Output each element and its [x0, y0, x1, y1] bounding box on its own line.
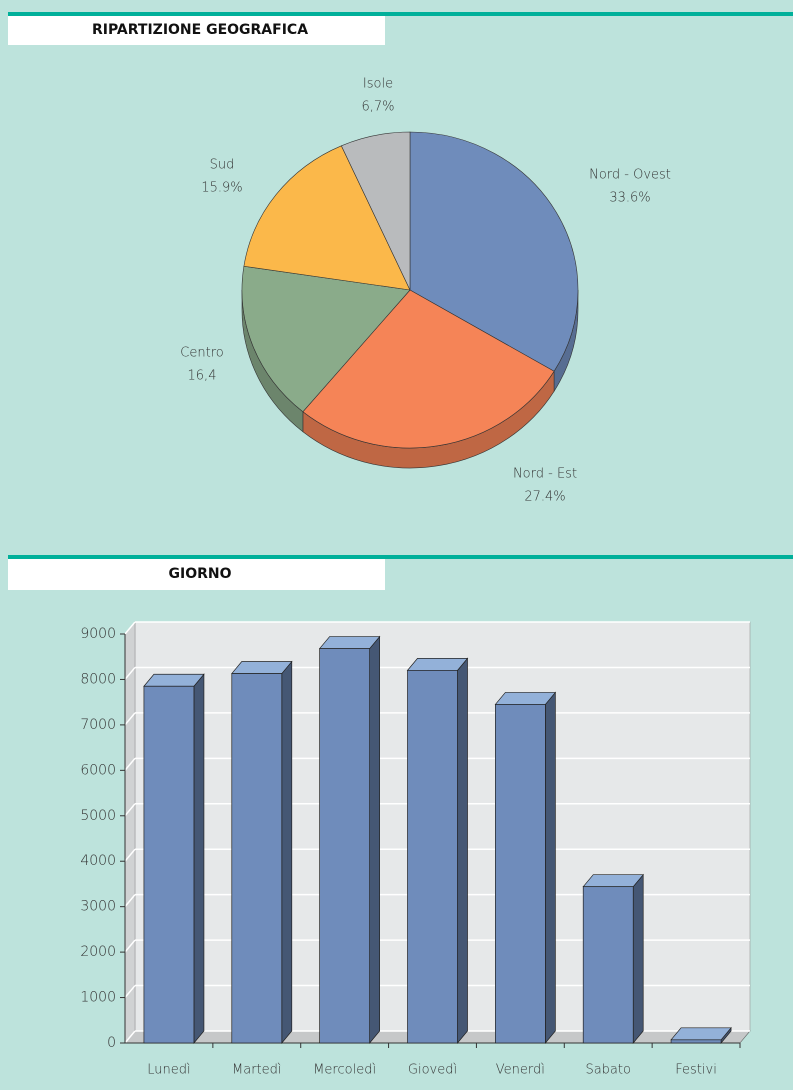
grid-line: [124, 985, 136, 999]
y-tick-label: 1000: [80, 990, 116, 1006]
grid-line: [124, 939, 136, 953]
x-tick-label: Venerdì: [496, 1063, 545, 1078]
y-tick-label: 5000: [80, 808, 116, 824]
bar: [582, 886, 634, 1044]
x-tick-label: Mercoledì: [313, 1063, 376, 1078]
side-wall: [124, 621, 136, 1044]
y-tick-label: 2000: [80, 944, 116, 960]
bar-top: [670, 1027, 732, 1041]
pie-slice: [340, 131, 411, 291]
slice-value: 27.4%: [524, 490, 565, 505]
header-tab: [8, 555, 385, 590]
bar: [231, 673, 283, 1044]
slice-label: Nord - Ovest: [589, 168, 671, 183]
bar: [319, 648, 370, 1044]
x-tick-label: Festivi: [675, 1063, 717, 1078]
header-tab-top: [8, 555, 385, 559]
x-tick-label: Lunedì: [147, 1063, 190, 1078]
bar-title: GIORNO: [169, 566, 232, 582]
grid-line: [124, 803, 136, 817]
grid-line: [124, 621, 136, 635]
x-tick-label: Sabato: [585, 1063, 631, 1078]
pie-slice: [243, 145, 411, 291]
slice-label: Sud: [210, 158, 235, 173]
header-rule: [8, 555, 793, 559]
bar-top: [494, 692, 557, 705]
y-tick-label: 8000: [80, 671, 116, 687]
grid-line: [124, 1030, 136, 1044]
y-tick-label: 6000: [80, 762, 116, 778]
x-tick-label: Giovedì: [408, 1063, 457, 1078]
slice-value: 16,4: [188, 369, 217, 384]
slice-label: Centro: [180, 346, 223, 361]
grid-line: [124, 666, 136, 680]
header-tab: [8, 12, 385, 45]
pie-title: RIPARTIZIONE GEOGRAFICA: [92, 22, 308, 38]
bar-top: [318, 636, 381, 649]
header-tab-top: [8, 12, 385, 16]
bar-top: [143, 673, 205, 687]
bar-side: [369, 635, 380, 1044]
bar: [407, 670, 458, 1044]
y-tick-label: 0: [107, 1035, 116, 1051]
bar-top: [582, 874, 644, 888]
y-tick-label: 9000: [80, 626, 116, 642]
bar: [495, 704, 546, 1044]
bar-side: [281, 660, 293, 1044]
y-tick-label: 7000: [80, 717, 116, 733]
pie-slice: [302, 289, 555, 449]
grid-line: [124, 894, 136, 908]
grid-line: [124, 712, 136, 726]
x-tick-label: Martedì: [232, 1063, 282, 1078]
slice-label: Nord - Est: [513, 467, 577, 482]
slice-value: 33.6%: [609, 191, 650, 206]
pie-slice: [241, 265, 411, 413]
bar-top: [406, 658, 469, 671]
bar-side: [457, 657, 468, 1044]
y-tick-label: 3000: [80, 899, 116, 915]
pie-slice: [409, 131, 579, 372]
bar: [670, 1039, 722, 1044]
grid-line: [124, 757, 136, 771]
header-rule: [8, 12, 793, 16]
bar: [143, 685, 195, 1044]
slice-label: Isole: [363, 77, 393, 92]
bar-side: [193, 673, 205, 1044]
slice-value: 15.9%: [201, 181, 242, 196]
y-tick-label: 4000: [80, 853, 116, 869]
slice-value: 6,7%: [361, 100, 394, 115]
grid-line: [124, 848, 136, 862]
bar-side: [632, 873, 644, 1044]
bar-side: [545, 691, 556, 1044]
bar-top: [231, 661, 293, 674]
